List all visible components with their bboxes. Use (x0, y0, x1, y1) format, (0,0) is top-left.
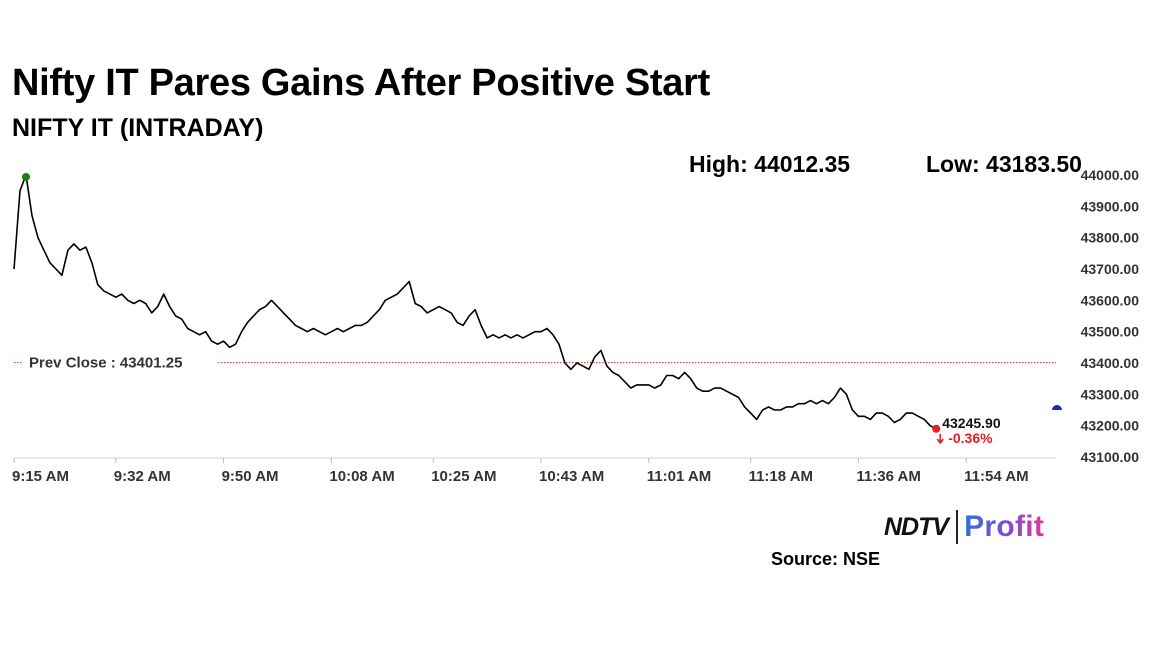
y-tick-label: 43900.00 (1081, 198, 1140, 214)
logo-divider (956, 510, 959, 544)
source-note: Source: NSE (771, 549, 881, 569)
x-tick-label: 11:54 AM (964, 468, 1028, 485)
last-value-label: 43245.90 (942, 415, 1001, 431)
ndtv-profit-logo: NDTV Profit (884, 510, 1044, 544)
y-tick-label: 43300.00 (1081, 386, 1140, 402)
down-arrow-icon (936, 434, 944, 445)
x-tick-label: 9:15 AM (12, 468, 69, 485)
price-line (13, 174, 937, 430)
low-value-label: Low: 43183.50 (926, 151, 1082, 177)
last-point-marker (932, 424, 941, 433)
y-tick-label: 43500.00 (1081, 324, 1140, 340)
x-tick-label: 9:50 AM (222, 468, 279, 485)
x-tick-label: 10:43 AM (539, 468, 604, 485)
high-point-marker (21, 173, 30, 181)
y-tick-label: 43600.00 (1081, 292, 1140, 308)
x-tick-label: 11:01 AM (647, 468, 711, 485)
x-tick-label: 10:25 AM (431, 468, 496, 485)
high-value-label: High: 44012.35 (689, 151, 851, 177)
prev-close-label: Prev Close : 43401.25 (29, 355, 182, 372)
x-tick-label: 9:32 AM (114, 468, 171, 485)
axis-end-marker (1052, 405, 1062, 410)
y-tick-label: 43800.00 (1081, 230, 1140, 246)
x-tick-label: 10:08 AM (329, 468, 394, 485)
chart-headline: Nifty IT Pares Gains After Positive Star… (12, 62, 710, 104)
x-tick-label: 11:36 AM (856, 468, 920, 485)
prev-close-label-bg (22, 352, 218, 373)
y-tick-label: 44000.00 (1081, 167, 1140, 183)
y-tick-label: 43700.00 (1081, 261, 1140, 277)
y-tick-label: 43400.00 (1081, 355, 1140, 371)
logo-brand-text: NDTV (884, 512, 949, 541)
chart-subtitle: NIFTY IT (INTRADAY) (12, 114, 264, 142)
change-percent-label: -0.36% (948, 430, 993, 446)
y-tick-label: 43100.00 (1081, 449, 1140, 465)
y-tick-label: 43200.00 (1081, 418, 1140, 434)
logo-product-text: Profit (964, 510, 1045, 543)
x-tick-label: 11:18 AM (749, 468, 813, 485)
